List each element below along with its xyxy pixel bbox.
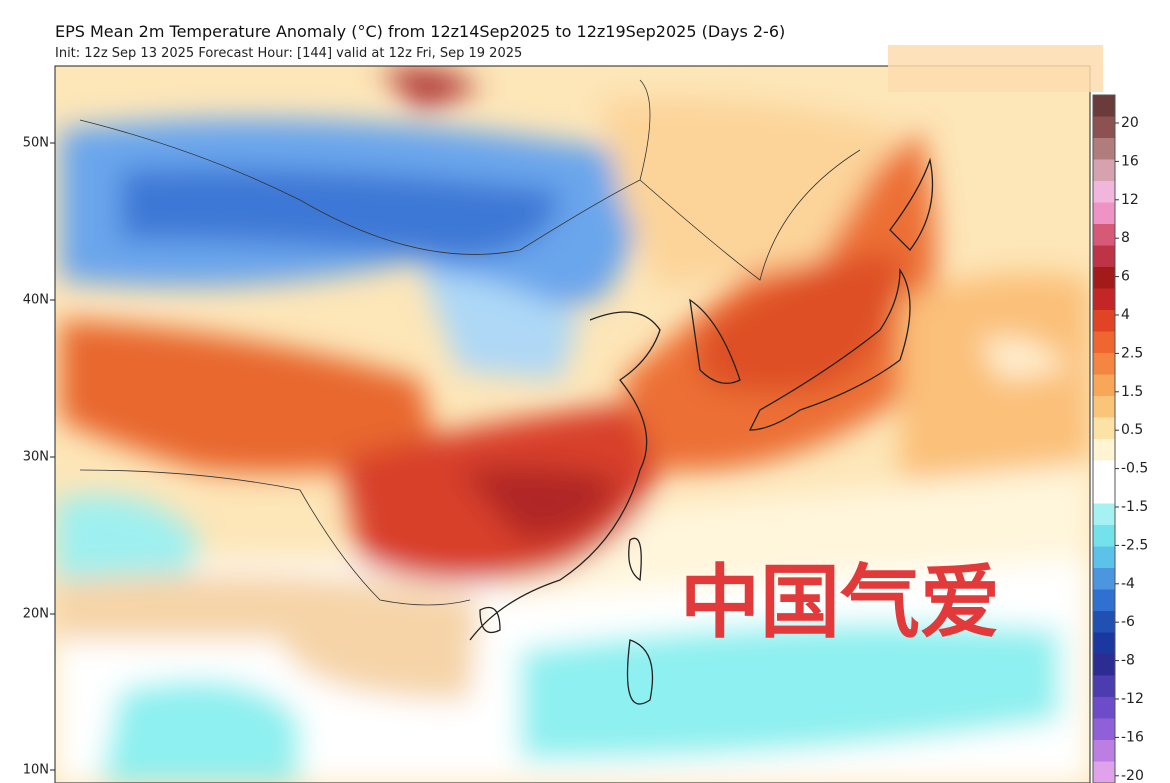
watermark: 中国气爱 [680,556,1000,649]
colorbar-swatch [1093,632,1115,655]
colorbar-swatch [1093,675,1115,698]
colorbar-label: 20 [1121,115,1139,131]
colorbar-swatch [1093,761,1115,783]
colorbar-label: -6 [1121,614,1135,630]
colorbar-swatch [1093,740,1115,762]
colorbar-label: -0.5 [1121,461,1148,477]
colorbar-swatch [1093,116,1115,139]
colorbar-label: 4 [1121,307,1130,323]
overlay-patch [888,45,1103,92]
title: EPS Mean 2m Temperature Anomaly (°C) fro… [55,22,785,41]
map-area [55,66,1090,783]
colorbar-label: -12 [1121,691,1144,707]
colorbar-swatch [1093,310,1115,332]
colorbar-swatch [1093,288,1115,311]
colorbar-label: -16 [1121,729,1144,745]
colorbar-label: 2.5 [1121,345,1143,361]
colorbar: 20 16 12 8 6 4 2.5 1.5 0.5 -0.5 -1.5 -2.5 -4 -6 -8 -12 -… [1092,94,1148,783]
colorbar-swatch [1093,525,1115,547]
latitude-label: 40N [23,293,49,308]
colorbar-swatch [1093,654,1115,676]
colorbar-swatch [1093,568,1115,590]
colorbar-swatch [1093,611,1115,633]
map-frame [54,65,1091,783]
coastlines [469,157,934,705]
anomaly-field [55,67,1090,783]
latitude-label: 20N [23,607,49,622]
colorbar-swatch [1093,224,1115,246]
colorbar-swatch [1093,95,1115,117]
latitude-label: 50N [23,136,49,151]
colorbar-swatch [1093,396,1115,418]
colorbar-label: -1.5 [1121,499,1148,515]
colorbar-label: -2.5 [1121,537,1148,553]
colorbar-swatch [1093,417,1115,440]
colorbar-label: -4 [1121,576,1135,592]
latitude-label: 30N [23,450,49,465]
colorbar-swatch [1093,181,1115,203]
colorbar-label: -8 [1121,653,1135,669]
colorbar-swatch [1093,331,1115,354]
colorbar-label: -20 [1121,768,1144,783]
colorbar-swatch [1093,503,1115,526]
borders [79,79,861,606]
colorbar-swatch [1093,267,1115,289]
colorbar-swatch [1093,202,1115,225]
colorbar-swatch [1093,245,1115,268]
colorbar-swatch [1093,460,1115,483]
colorbar-label: 1.5 [1121,384,1143,400]
colorbar-swatch [1093,718,1115,741]
colorbar-swatch [1093,439,1115,461]
latitude-labels: 50N 40N 30N 20N 10N [23,136,55,778]
colorbar-swatch [1093,697,1115,719]
colorbar-swatch [1093,589,1115,612]
colorbar-swatch [1093,353,1115,375]
subtitle: Init: 12z Sep 13 2025 Forecast Hour: [14… [55,46,522,61]
colorbar-swatch [1093,138,1115,160]
colorbar-label: 8 [1121,230,1130,246]
colorbar-swatch [1093,482,1115,504]
latitude-label: 10N [23,763,49,778]
colorbar-frame [1092,94,1116,783]
colorbar-swatch [1093,546,1115,569]
colorbar-label: 16 [1121,153,1139,169]
colorbar-swatch [1093,374,1115,397]
colorbar-label: 6 [1121,269,1130,285]
colorbar-label: 0.5 [1121,422,1143,438]
colorbar-swatch [1093,159,1115,182]
colorbar-label: 12 [1121,192,1139,208]
